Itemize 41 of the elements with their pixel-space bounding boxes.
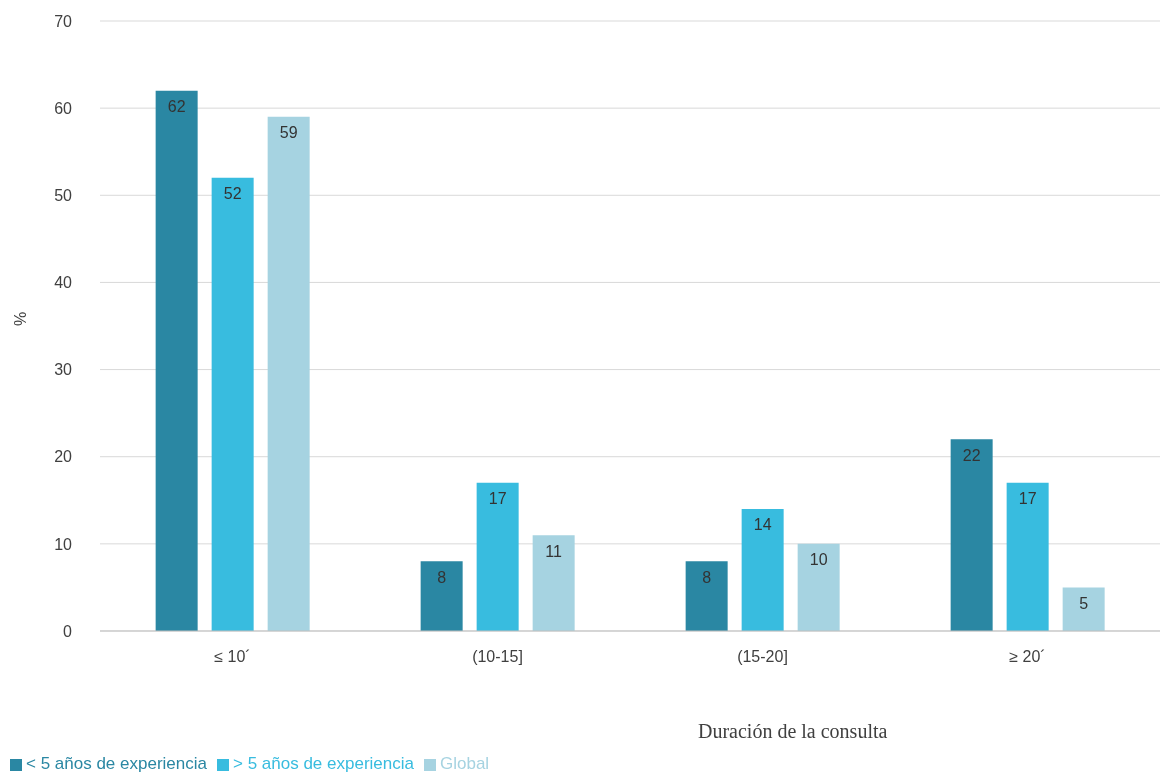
bar bbox=[267, 116, 310, 631]
data-label: 5 bbox=[1079, 594, 1089, 612]
y-tick-label: 60 bbox=[54, 99, 73, 117]
data-label: 52 bbox=[223, 185, 242, 203]
bar bbox=[532, 535, 575, 631]
bar bbox=[797, 543, 840, 631]
bar bbox=[1062, 587, 1105, 631]
bar bbox=[1006, 482, 1049, 631]
data-label: 14 bbox=[753, 516, 772, 534]
y-tick-label: 0 bbox=[63, 622, 73, 640]
data-label: 17 bbox=[488, 490, 507, 508]
x-tick-label: ≥ 20´ bbox=[1009, 648, 1046, 666]
bar bbox=[476, 482, 519, 631]
bar bbox=[420, 561, 463, 631]
legend-label: Global bbox=[440, 754, 490, 773]
data-label: 8 bbox=[702, 568, 712, 586]
data-label: 17 bbox=[1018, 490, 1037, 508]
y-tick-label: 40 bbox=[54, 274, 73, 292]
y-tick-label: 10 bbox=[54, 535, 73, 553]
x-tick-label: (10-15] bbox=[472, 648, 523, 666]
y-tick-label: 70 bbox=[54, 12, 73, 30]
data-label: 11 bbox=[545, 542, 563, 560]
data-label: 62 bbox=[167, 98, 186, 116]
legend-label: < 5 años de experiencia bbox=[26, 754, 207, 773]
x-tick-label: (15-20] bbox=[737, 648, 788, 666]
data-label: 8 bbox=[437, 568, 447, 586]
y-tick-label: 30 bbox=[54, 361, 73, 379]
y-tick-label: 20 bbox=[54, 448, 73, 466]
data-label: 10 bbox=[809, 551, 828, 569]
y-tick-label: 50 bbox=[54, 186, 73, 204]
bar bbox=[211, 177, 254, 631]
data-label: 22 bbox=[962, 446, 981, 464]
bar bbox=[155, 90, 198, 631]
legend-label: > 5 años de experiencia bbox=[233, 754, 414, 773]
bar bbox=[741, 509, 784, 631]
x-tick-label: ≤ 10´ bbox=[214, 648, 251, 666]
y-axis-title: % bbox=[11, 311, 29, 326]
x-axis-title: Duración de la consulta bbox=[698, 720, 888, 743]
bar bbox=[950, 439, 993, 631]
bar bbox=[685, 561, 728, 631]
data-label: 59 bbox=[279, 124, 298, 142]
